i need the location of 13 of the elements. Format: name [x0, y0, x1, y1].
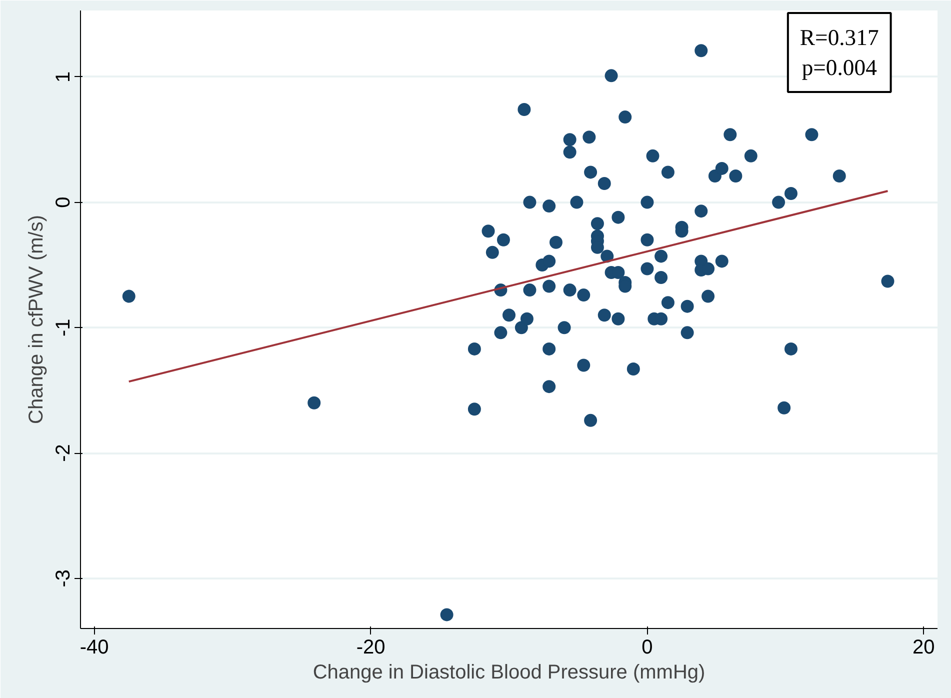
y-tick-label: 0 [52, 196, 74, 208]
y-tick-label: -1 [52, 318, 74, 337]
y-tick-label: -3 [52, 569, 74, 588]
x-tick-label: -20 [356, 636, 386, 658]
y-axis-title: Change in cfPWV (m/s) [26, 215, 48, 424]
x-tick-label: 20 [912, 636, 935, 658]
annotation: p=0.004 [802, 55, 877, 80]
x-axis-title: Change in Diastolic Blood Pressure (mmHg) [312, 662, 706, 684]
y-tick-label: -2 [52, 444, 74, 462]
y-tick-label: 1 [52, 71, 74, 82]
annotation: R=0.317 [800, 25, 879, 50]
x-tick-label: 0 [642, 636, 653, 658]
x-tick-label: -40 [80, 636, 109, 658]
